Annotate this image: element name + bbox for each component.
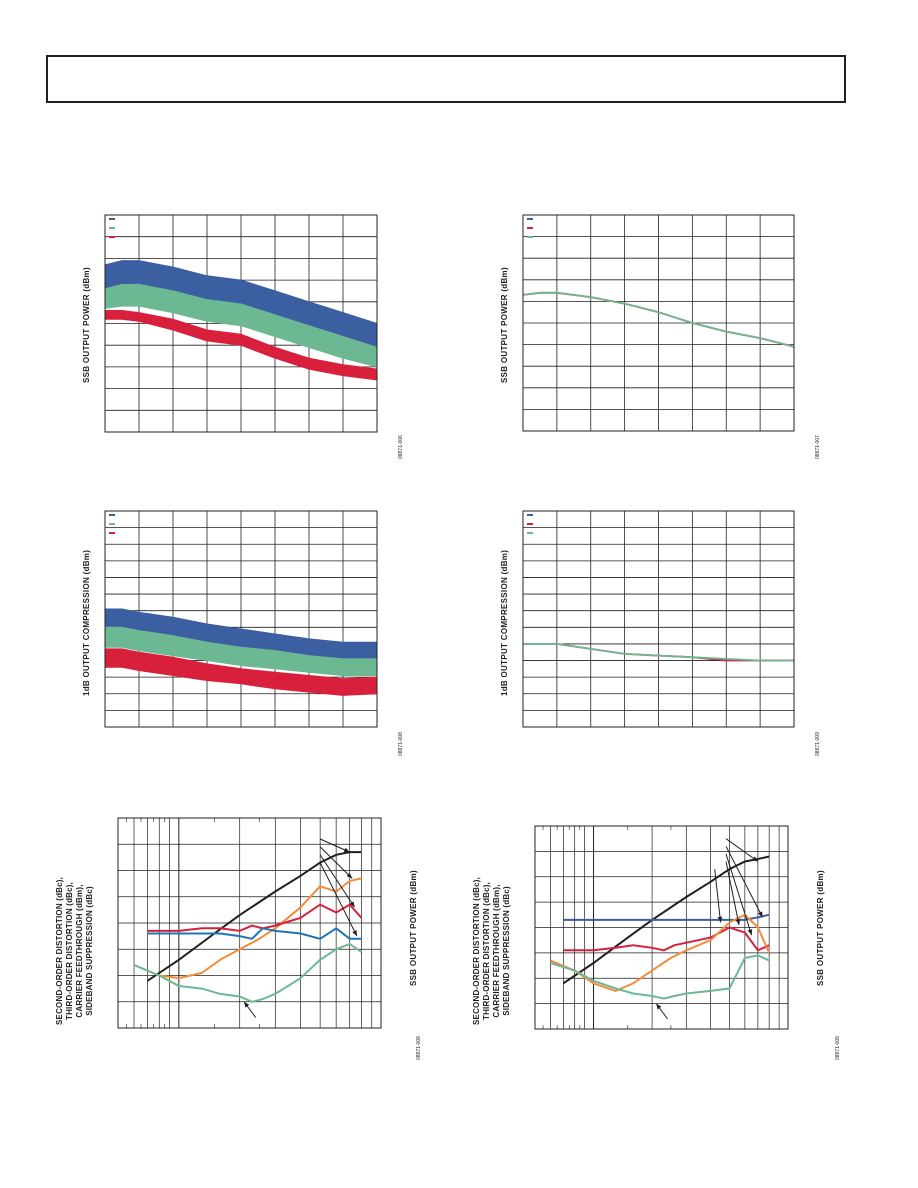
series-line-midblue: [147, 927, 362, 940]
series-line-black: [146, 851, 362, 982]
callout-line: [714, 869, 722, 923]
chart-e-figure-number: 08871-008: [416, 1036, 422, 1060]
callout-arrowhead: [747, 929, 753, 936]
chart-a-ylabel: SSB OUTPUT POWER (dBm): [82, 267, 91, 383]
callout-arrowhead: [735, 919, 741, 925]
callout-arrowhead: [343, 847, 350, 853]
plot-frame: [522, 510, 795, 728]
plot-frame: [117, 817, 382, 1029]
chart-b-figure-number: 08871-007: [815, 435, 821, 459]
chart-d-ylabel: 1dB OUTPUT COMPRESSION (dBm): [500, 549, 509, 696]
plot-frame: [104, 510, 378, 728]
callout-line: [725, 846, 764, 918]
page-header-box: [46, 55, 846, 103]
chart-a-plot: [104, 214, 378, 433]
chart-c-plot: [104, 510, 378, 728]
series-line-green: [550, 954, 770, 1000]
plot-frame: [104, 214, 378, 433]
series-line-green: [522, 291, 795, 348]
chart-e-plot: [117, 817, 382, 1029]
series-line-blue: [563, 913, 770, 921]
chart-a-figure-number: 08871-006: [398, 435, 404, 459]
callout-arrowhead: [752, 856, 758, 862]
callout-arrowhead: [656, 1003, 662, 1010]
callout-arrowhead: [717, 916, 723, 923]
chart-f-ylabel-right: SSB OUTPUT POWER (dBm): [816, 870, 825, 986]
chart-b-ylabel: SSB OUTPUT POWER (dBm): [500, 267, 509, 383]
callout-arrowhead: [349, 901, 355, 908]
series-line-black: [562, 855, 770, 985]
chart-d-figure-number: 08871-009: [815, 732, 821, 756]
callout-line: [319, 846, 353, 879]
chart-b-plot: [522, 214, 795, 432]
chart-e: [117, 817, 382, 1029]
chart-d-plot: [522, 510, 795, 728]
chart-c: [104, 510, 378, 728]
chart-a: [104, 214, 378, 433]
callout-line: [319, 862, 358, 937]
callout-arrowhead: [352, 930, 357, 937]
plot-frame: [522, 214, 795, 432]
chart-f-plot: [534, 825, 789, 1030]
series-line-green: [523, 643, 794, 662]
callout-arrowhead: [757, 911, 763, 918]
chart-e-ylabel-right: SSB OUTPUT POWER (dBm): [409, 870, 418, 986]
callout-arrowhead: [346, 872, 353, 879]
callout-line: [725, 853, 753, 936]
chart-f-ylabel-left: SECOND-ORDER DISTORTION (dBc), THIRD-ORD…: [472, 876, 511, 1025]
chart-e-ylabel-left: SECOND-ORDER DISTORTION (dBc), THIRD-ORD…: [55, 876, 94, 1025]
chart-d: [522, 510, 795, 728]
callout-arrowhead: [243, 1001, 250, 1008]
series-line-green: [133, 942, 362, 1003]
chart-c-ylabel: 1dB OUTPUT COMPRESSION (dBm): [82, 549, 91, 696]
series-line-red: [147, 903, 363, 932]
callout-line: [319, 854, 355, 908]
chart-b: [522, 214, 795, 432]
callout-line: [725, 838, 759, 862]
chart-c-figure-number: 08871-008: [398, 732, 404, 756]
series-line-red: [563, 926, 770, 952]
chart-f: [534, 825, 789, 1030]
chart-f-figure-number: 08871-009: [835, 1036, 841, 1060]
series-line-orange: [133, 877, 362, 980]
plot-frame: [534, 825, 789, 1030]
callout-line: [725, 861, 740, 926]
